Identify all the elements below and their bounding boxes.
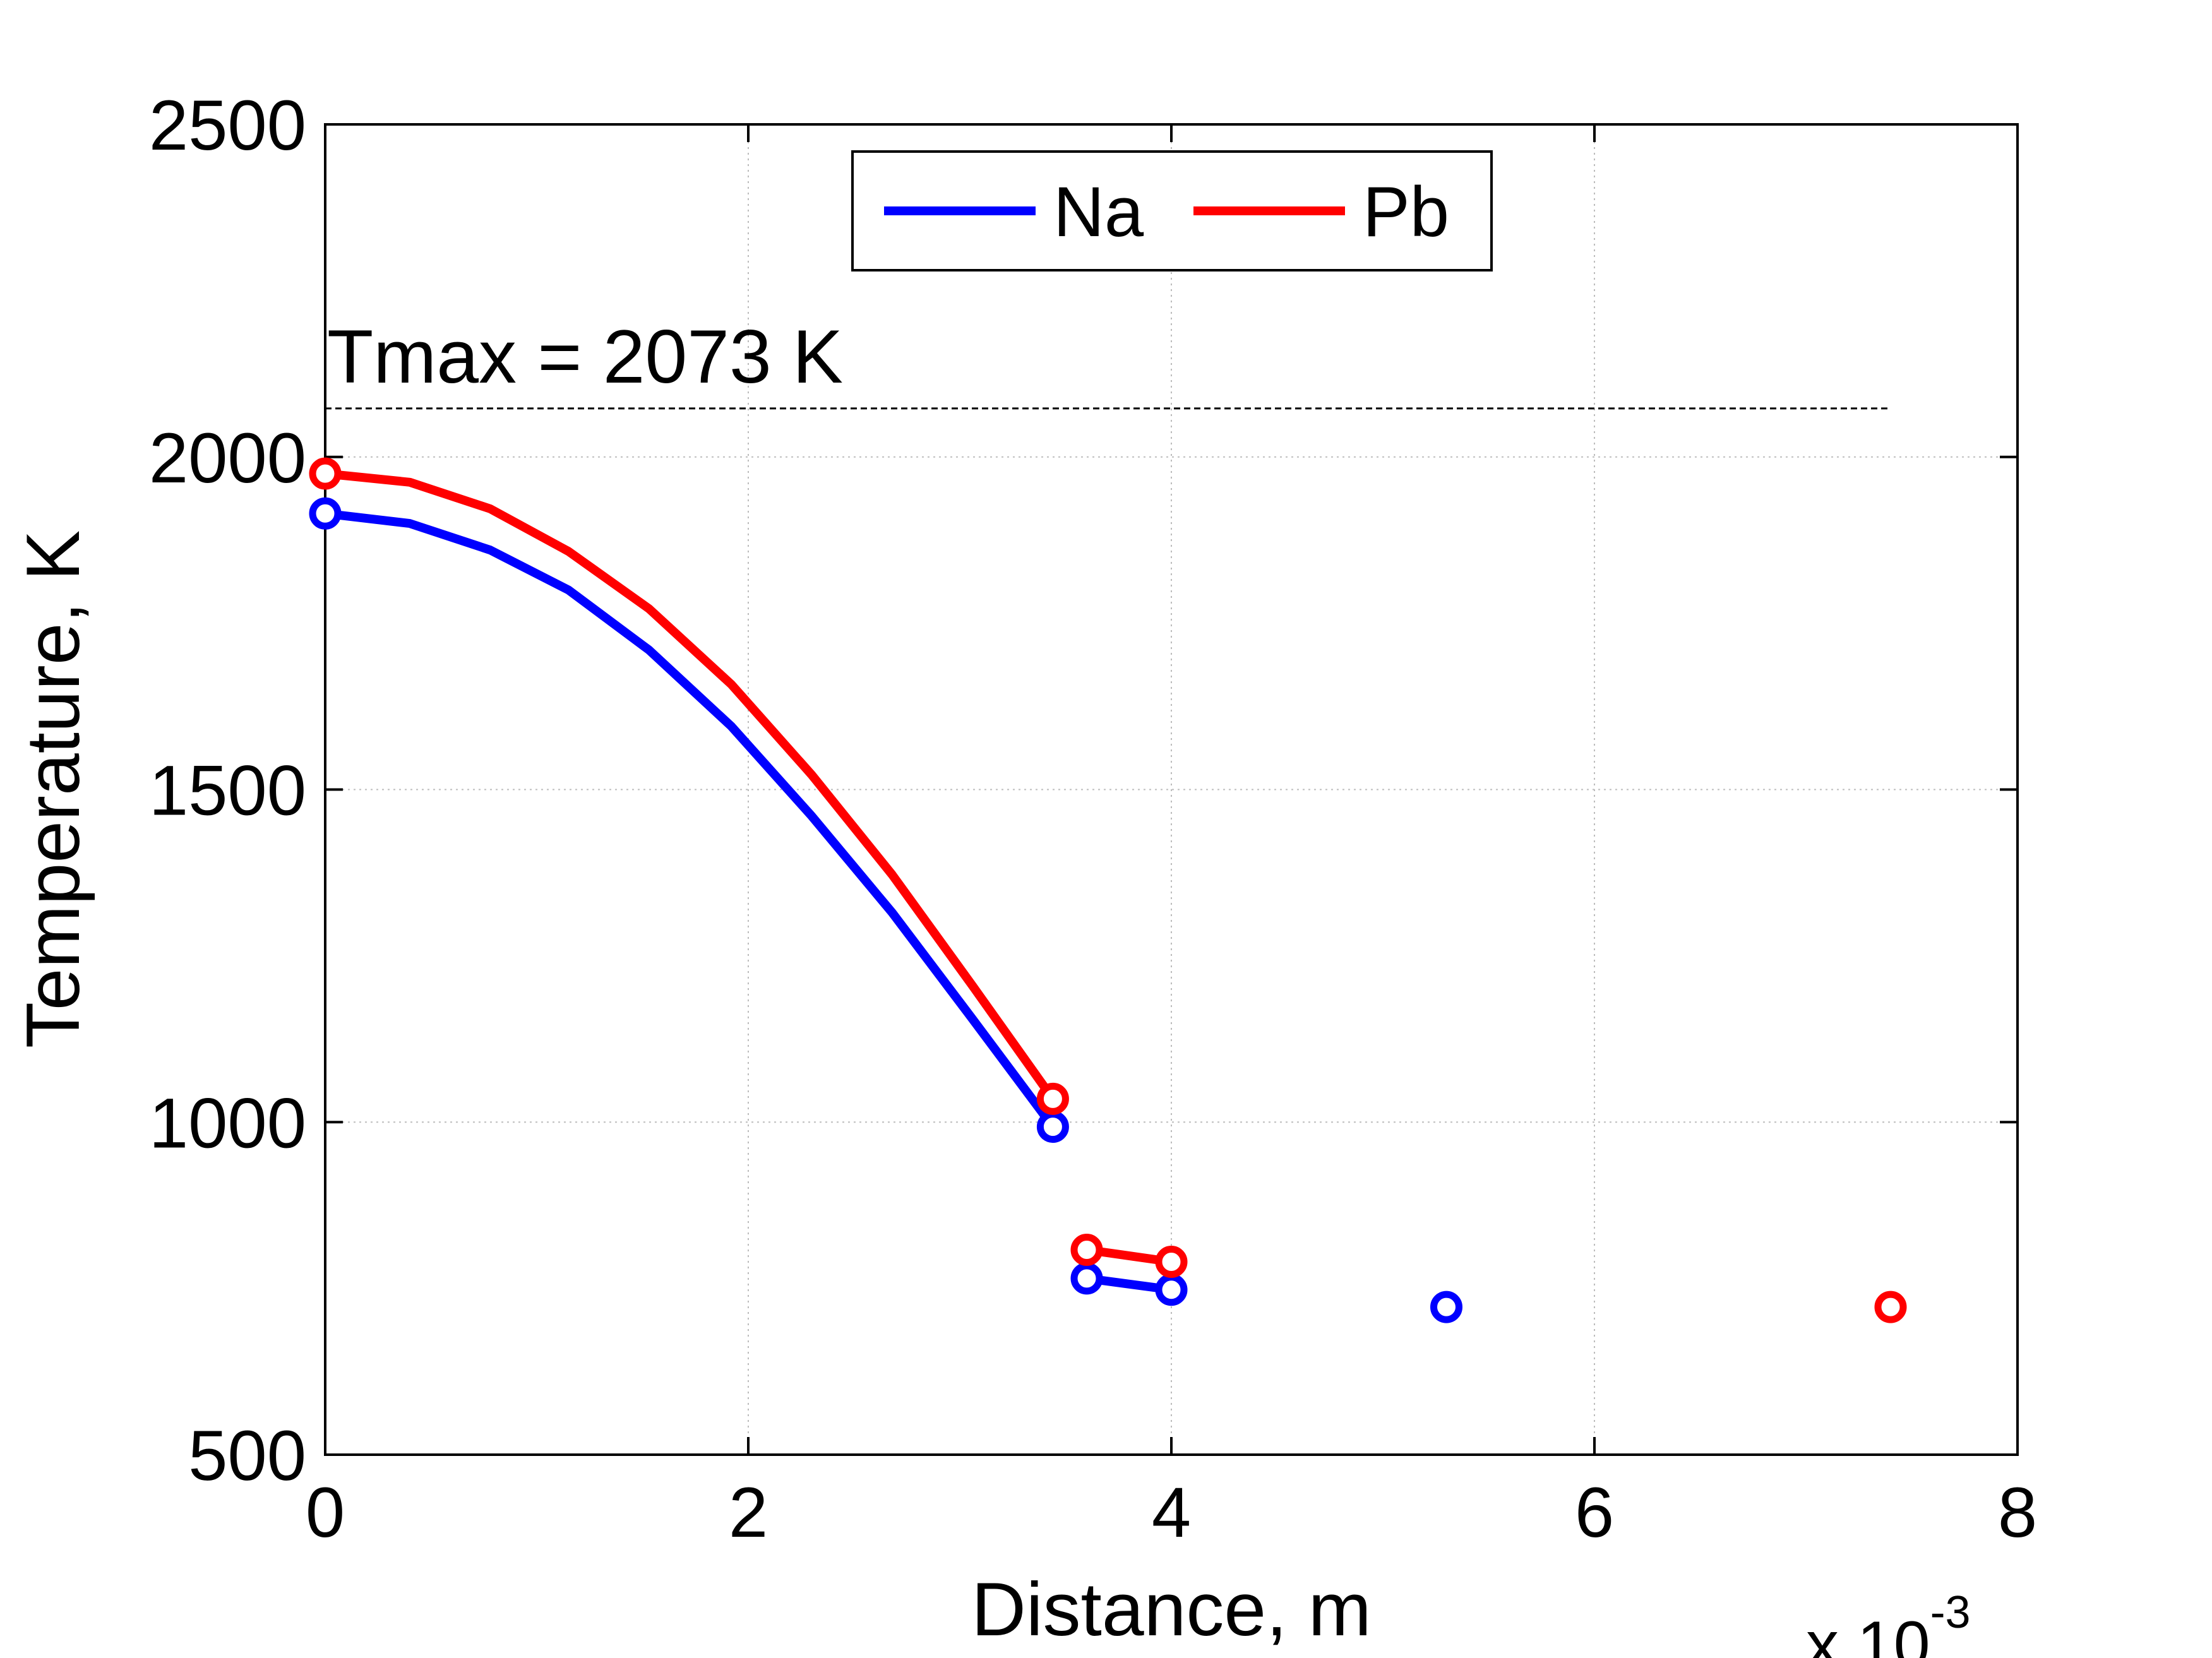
series-line-pb <box>321 469 1058 1104</box>
data-point-na <box>1036 1111 1069 1143</box>
series-group <box>309 457 1907 1323</box>
tmax-annotation: Tmax = 2073 K <box>327 314 843 399</box>
x-tick-label: 2 <box>729 1473 768 1552</box>
data-point-na <box>309 497 342 530</box>
x-tick-label: 6 <box>1575 1473 1614 1552</box>
data-point-pb <box>1036 1082 1069 1115</box>
x-tick-label: 0 <box>306 1473 345 1552</box>
data-point-na <box>1070 1262 1103 1295</box>
y-tick-label: 1000 <box>149 1083 306 1162</box>
data-point-na <box>1155 1273 1188 1306</box>
data-point-pb <box>1070 1234 1103 1267</box>
y-tick-label: 1500 <box>149 751 306 830</box>
y-tick-label: 2500 <box>149 86 306 165</box>
x-tick-label: 4 <box>1152 1473 1191 1552</box>
legend-label-pb: Pb <box>1363 172 1449 251</box>
data-point-pb <box>1155 1245 1188 1278</box>
series-line-na <box>321 509 1058 1131</box>
y-tick-label: 2000 <box>149 419 306 498</box>
grid <box>325 124 2018 1455</box>
x-axis-exponent-power: -3 <box>1930 1587 1971 1638</box>
legend: Na Pb <box>851 150 1493 271</box>
x-axis-exponent: x 10-3 <box>1806 1587 1971 1658</box>
y-tick-label: 500 <box>188 1416 306 1495</box>
x-axis-title: Distance, m <box>971 1567 1372 1652</box>
data-point-pb <box>309 457 342 490</box>
axis-ticks: 0 2 4 6 8 500 1000 1500 2000 2500 <box>149 86 2037 1552</box>
legend-label-na: Na <box>1053 172 1144 251</box>
x-axis-exponent-base: x 10 <box>1806 1608 1930 1658</box>
data-point-pb <box>1874 1291 1907 1323</box>
y-axis-title: Temperature, K <box>11 530 95 1048</box>
data-point-na <box>1430 1291 1462 1323</box>
x-tick-label: 8 <box>1998 1473 2037 1552</box>
